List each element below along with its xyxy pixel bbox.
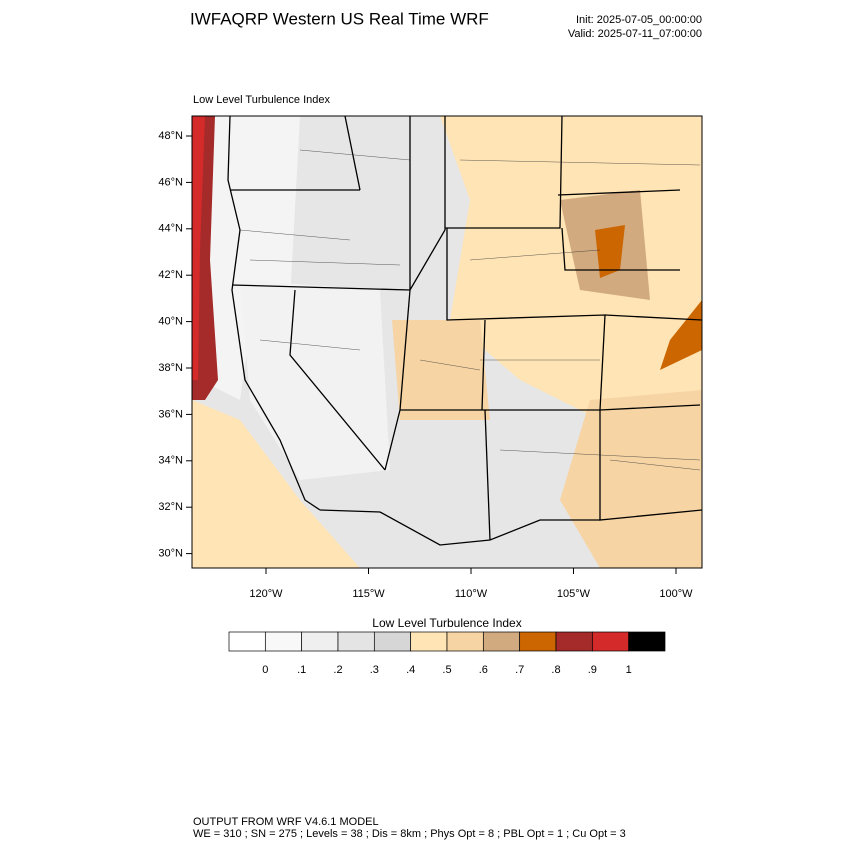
colorbar-label: .1 [297, 664, 306, 676]
colorbar-label: .8 [551, 664, 560, 676]
footer-line: WE = 310 ; SN = 275 ; Levels = 38 ; Dis … [193, 828, 626, 840]
colorbar-title: Low Level Turbulence Index [372, 616, 521, 630]
lon-label: 105°W [557, 588, 591, 600]
valid-time: Valid: 2025-07-11_07:00:00 [568, 28, 702, 40]
lat-label: 36°N [158, 408, 183, 420]
colorbar-box [446, 631, 484, 652]
map-frame [191, 115, 703, 569]
lat-label: 48°N [158, 130, 183, 142]
footer-line: OUTPUT FROM WRF V4.6.1 MODEL [193, 816, 379, 828]
colorbar-box [555, 631, 593, 652]
colorbar-box [264, 631, 303, 652]
title: IWFAQRP Western US Real Time WRF [190, 9, 489, 28]
lat-label: 34°N [158, 455, 183, 467]
lat-label: 42°N [158, 269, 183, 281]
lat-label: 32°N [158, 501, 183, 513]
colorbar-box [519, 631, 557, 652]
colorbar-label: .3 [370, 664, 379, 676]
colorbar-label: .2 [333, 664, 342, 676]
lon-label: 100°W [659, 588, 693, 600]
lat-label: 44°N [158, 223, 183, 235]
colorbar-label: .9 [588, 664, 597, 676]
map-title: Low Level Turbulence Index [193, 94, 330, 106]
init-time: Init: 2025-07-05_00:00:00 [576, 14, 702, 26]
colorbar-label: .5 [442, 664, 451, 676]
colorbar-box [373, 631, 412, 652]
lat-label: 30°N [158, 548, 183, 560]
colorbar-label: .6 [479, 664, 488, 676]
colorbar-label: 1 [626, 664, 632, 676]
map [192, 116, 702, 568]
lon-label: 110°W [455, 588, 488, 600]
colorbar-label: 0 [262, 664, 268, 676]
colorbar-label: .4 [406, 664, 415, 676]
colorbar-box [410, 631, 448, 652]
colorbar-box [482, 631, 521, 652]
colorbar-box [337, 631, 375, 652]
colorbar-box [228, 631, 266, 652]
colorbar-box [591, 631, 630, 652]
colorbar-box [628, 631, 666, 652]
lon-label: 115°W [352, 588, 385, 600]
colorbar-box [301, 631, 339, 652]
lat-label: 40°N [158, 316, 183, 328]
lon-label: 120°W [249, 588, 283, 600]
lat-label: 46°N [158, 176, 183, 188]
colorbar-label: .7 [515, 664, 524, 676]
lat-label: 38°N [158, 362, 183, 374]
